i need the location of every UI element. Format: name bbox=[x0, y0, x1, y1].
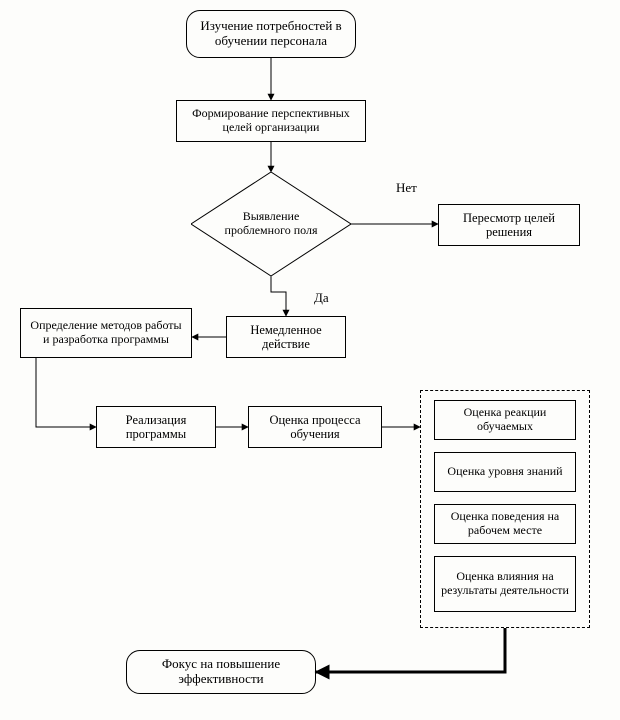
node-label: Выявление проблемного поля bbox=[209, 210, 333, 238]
node-evaluate-process: Оценка процесса обучения bbox=[248, 406, 382, 448]
node-label: Реализация программы bbox=[103, 413, 209, 442]
node-immediate-action: Немедленное действие bbox=[226, 316, 346, 358]
node-label: Немедленное действие bbox=[233, 323, 339, 352]
node-form-goals: Формирование перспективных целей организ… bbox=[176, 100, 366, 142]
node-focus-effectiveness: Фокус на повышение эффективности bbox=[126, 650, 316, 694]
node-eval-behavior: Оценка поведения на рабочем месте bbox=[434, 504, 576, 544]
node-eval-impact: Оценка влияния на результаты деятельност… bbox=[434, 556, 576, 612]
node-label: Пересмотр целей решения bbox=[445, 211, 573, 240]
node-label: Оценка процесса обучения bbox=[255, 413, 375, 442]
decision-label-yes: Да bbox=[314, 290, 329, 306]
node-label: Оценка поведения на рабочем месте bbox=[441, 510, 569, 538]
node-eval-reaction: Оценка реакции обучаемых bbox=[434, 400, 576, 440]
node-revise-goals: Пересмотр целей решения bbox=[438, 204, 580, 246]
node-implement-program: Реализация программы bbox=[96, 406, 216, 448]
node-define-methods: Определение методов работы и разработка … bbox=[20, 308, 192, 358]
node-study-needs: Изучение потребностей в обучении персона… bbox=[186, 10, 356, 58]
decision-label-no: Нет bbox=[396, 180, 417, 196]
node-label: Оценка влияния на результаты деятельност… bbox=[441, 570, 569, 598]
node-decision-problem-field: Выявление проблемного поля bbox=[191, 172, 351, 276]
node-label: Оценка реакции обучаемых bbox=[441, 406, 569, 434]
node-label: Оценка уровня знаний bbox=[447, 465, 562, 479]
node-label: Изучение потребностей в обучении персона… bbox=[193, 19, 349, 49]
node-label: Фокус на повышение эффективности bbox=[133, 657, 309, 687]
node-label: Определение методов работы и разработка … bbox=[27, 319, 185, 347]
node-label: Формирование перспективных целей организ… bbox=[183, 107, 359, 135]
node-eval-knowledge: Оценка уровня знаний bbox=[434, 452, 576, 492]
